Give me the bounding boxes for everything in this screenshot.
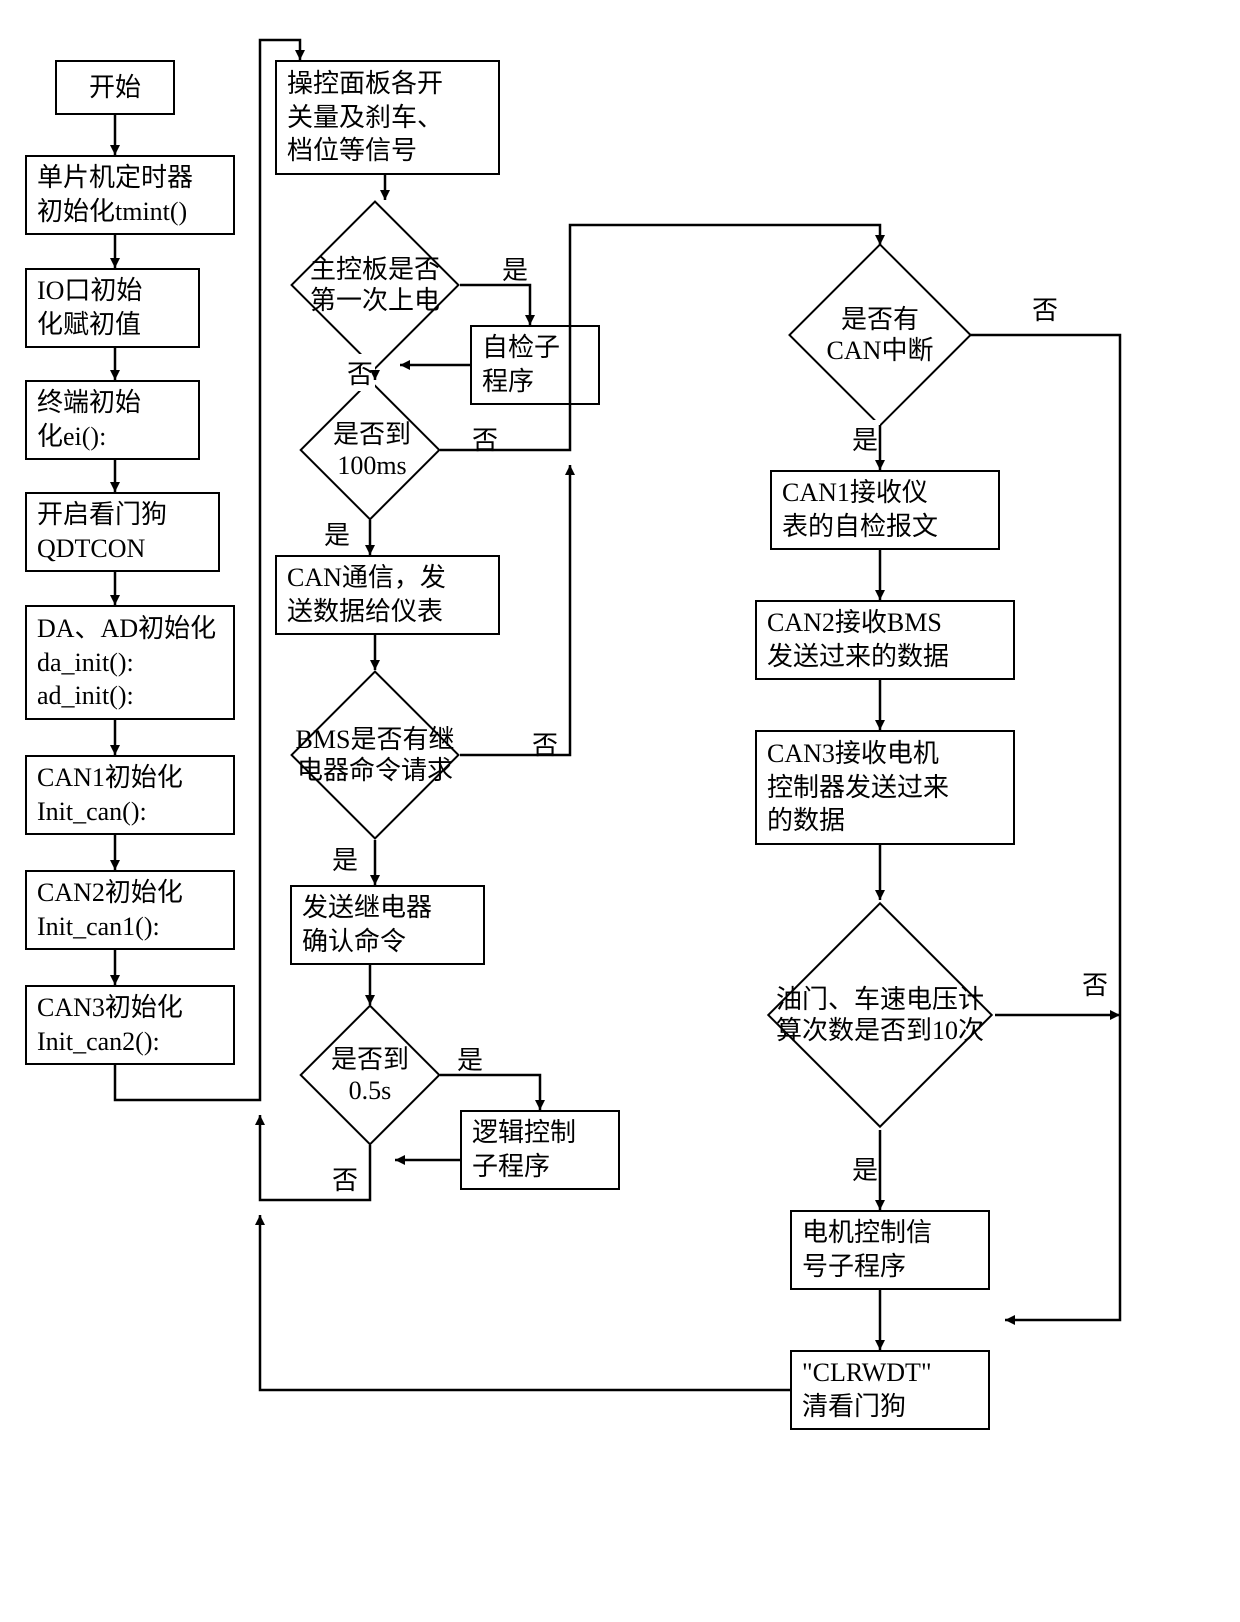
label-05s: 是否到0.5s	[295, 1040, 445, 1110]
node-ioinit: IO口初始化赋初值	[25, 268, 200, 348]
text: CAN3初始化Init_can2():	[37, 991, 223, 1059]
text: IO口初始化赋初值	[37, 274, 188, 342]
node-can1: CAN1初始化Init_can():	[25, 755, 235, 835]
text: 是否有CAN中断	[827, 304, 934, 366]
label-100ms: 是否到100ms	[292, 412, 452, 488]
text: 是否到0.5s	[331, 1044, 409, 1106]
text: CAN通信，发送数据给仪表	[287, 561, 488, 629]
node-can3rx: CAN3接收电机控制器发送过来的数据	[755, 730, 1015, 845]
node-sendrel: 发送继电器确认命令	[290, 885, 485, 965]
text: 开始	[67, 71, 163, 105]
node-clrwdt: "CLRWDT"清看门狗	[790, 1350, 990, 1430]
text: 是否到100ms	[333, 419, 411, 481]
lbl-bms-yes: 是	[330, 840, 360, 877]
text: 单片机定时器初始化tmint()	[37, 161, 223, 229]
text: BMS是否有继电器命令请求	[296, 724, 455, 786]
node-can2: CAN2初始化Init_can1():	[25, 870, 235, 950]
text: 发送继电器确认命令	[302, 891, 473, 959]
text: DA、AD初始化da_init():ad_init():	[37, 612, 223, 713]
node-can1rx: CAN1接收仪表的自检报文	[770, 470, 1000, 550]
lbl-canint-no: 否	[1030, 290, 1060, 327]
node-qdtcon: 开启看门狗QDTCON	[25, 492, 220, 572]
lbl-05s-yes: 是	[455, 1040, 485, 1077]
lbl-firstpw-no: 否	[345, 354, 375, 391]
text: 油门、车速电压计算次数是否到10次	[776, 984, 984, 1046]
lbl-canint-yes: 是	[850, 420, 880, 457]
text: CAN2接收BMS发送过来的数据	[767, 606, 1003, 674]
text: 逻辑控制子程序	[472, 1116, 608, 1184]
lbl-100ms-yes: 是	[322, 515, 352, 552]
node-selfchk: 自检子程序	[470, 325, 600, 405]
text: CAN2初始化Init_can1():	[37, 876, 223, 944]
text: 自检子程序	[482, 331, 588, 399]
node-can3: CAN3初始化Init_can2():	[25, 985, 235, 1065]
node-panel: 操控面板各开关量及刹车、档位等信号	[275, 60, 500, 175]
text: CAN1初始化Init_can():	[37, 761, 223, 829]
label-first-power: 主控板是否第一次上电	[275, 235, 475, 335]
text: "CLRWDT"清看门狗	[802, 1356, 978, 1424]
text: 终端初始化ei():	[37, 386, 188, 454]
lbl-volt10-no: 否	[1080, 965, 1110, 1002]
node-cancom: CAN通信，发送数据给仪表	[275, 555, 500, 635]
node-logic: 逻辑控制子程序	[460, 1110, 620, 1190]
lbl-volt10-yes: 是	[850, 1150, 880, 1187]
label-bmsreq: BMS是否有继电器命令请求	[275, 710, 475, 800]
node-ei: 终端初始化ei():	[25, 380, 200, 460]
label-volt10: 油门、车速电压计算次数是否到10次	[730, 970, 1030, 1060]
text: 操控面板各开关量及刹车、档位等信号	[287, 67, 488, 168]
lbl-100ms-no: 否	[470, 420, 500, 457]
text: CAN1接收仪表的自检报文	[782, 476, 988, 544]
node-start: 开始	[55, 60, 175, 115]
node-tmint: 单片机定时器初始化tmint()	[25, 155, 235, 235]
text: 电机控制信号子程序	[802, 1216, 978, 1284]
node-can2rx: CAN2接收BMS发送过来的数据	[755, 600, 1015, 680]
text: CAN3接收电机控制器发送过来的数据	[767, 737, 1003, 838]
lbl-firstpw-yes: 是	[500, 250, 530, 287]
text: 主控板是否第一次上电	[310, 254, 440, 316]
node-motor: 电机控制信号子程序	[790, 1210, 990, 1290]
node-da-ad: DA、AD初始化da_init():ad_init():	[25, 605, 235, 720]
text: 开启看门狗QDTCON	[37, 498, 208, 566]
label-canint: 是否有CAN中断	[780, 295, 980, 375]
lbl-05s-no: 否	[330, 1160, 360, 1197]
lbl-bms-no: 否	[530, 725, 560, 762]
